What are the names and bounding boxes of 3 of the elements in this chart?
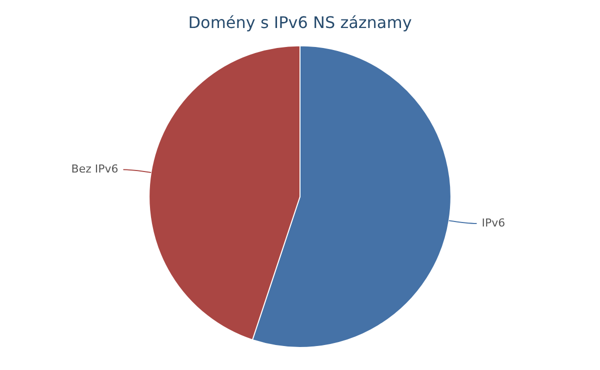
slice-label: Bez IPv6 bbox=[71, 162, 118, 176]
chart-title: Domény s IPv6 NS záznamy bbox=[188, 12, 412, 32]
slice-label: IPv6 bbox=[482, 216, 506, 230]
